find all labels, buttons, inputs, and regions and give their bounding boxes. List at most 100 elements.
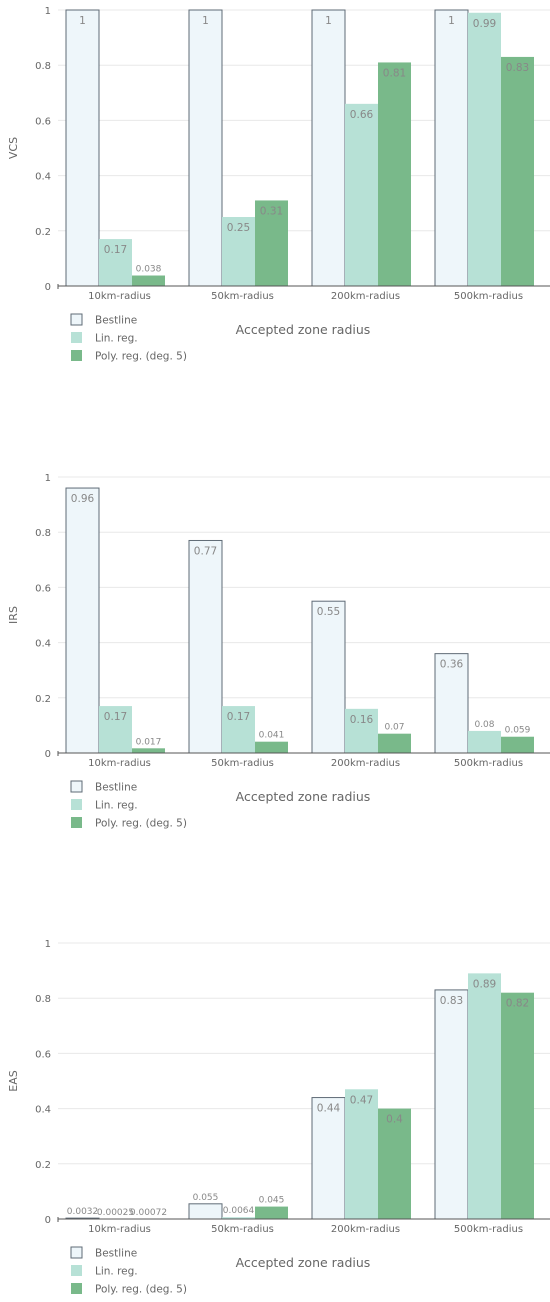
bar-bestline-2 xyxy=(189,10,222,286)
bar-poly-reg-deg-5--4 xyxy=(501,57,534,286)
data-label: 1 xyxy=(79,15,86,27)
y-tick-label: 0 xyxy=(45,749,51,760)
legend-label: Lin. reg. xyxy=(95,800,138,812)
data-label: 0.96 xyxy=(71,493,95,505)
y-tick-label: 0.8 xyxy=(35,528,51,539)
y-axis-label: EAS xyxy=(7,1070,20,1091)
y-tick-label: 0.2 xyxy=(35,1160,51,1171)
data-label: 0.83 xyxy=(506,62,529,74)
data-label: 0.47 xyxy=(350,1094,373,1106)
y-tick-label: 0.2 xyxy=(35,227,51,238)
x-tick-label: 500km-radius xyxy=(454,291,523,302)
data-label: 0.055 xyxy=(193,1193,219,1203)
data-label: 0.89 xyxy=(473,978,496,990)
chart-panel-irs: 0 0.2 0.4 0.6 0.8 1 IRS 0.96 0.17 0.017 10km-radiu… xyxy=(7,473,550,830)
legend-swatch xyxy=(71,1247,82,1258)
bar-bestline-3 xyxy=(312,10,345,286)
bar-bestline-2 xyxy=(189,1204,222,1219)
x-tick-label: 50km-radius xyxy=(211,758,274,769)
x-tick-label: 500km-radius xyxy=(454,758,523,769)
y-tick-label: 0.4 xyxy=(35,639,51,650)
data-label: 0.17 xyxy=(104,244,127,256)
y-tick-label: 1 xyxy=(45,473,51,484)
y-tick-label: 1 xyxy=(45,939,51,950)
legend-swatch xyxy=(71,781,82,792)
legend-label: Poly. reg. (deg. 5) xyxy=(95,818,187,830)
data-label: 0.36 xyxy=(440,659,464,671)
data-label: 0.017 xyxy=(136,737,162,747)
bar-poly-reg-deg-5--3 xyxy=(378,734,411,753)
bar-poly-reg-deg-5--3 xyxy=(378,62,411,286)
legend-swatch xyxy=(71,799,82,810)
data-label: 0.059 xyxy=(505,726,531,736)
legend-swatch xyxy=(71,817,82,828)
legend-swatch xyxy=(71,350,82,361)
y-axis-label: VCS xyxy=(7,137,20,159)
data-label: 1 xyxy=(325,15,332,27)
bar-poly-reg-deg-5--4 xyxy=(501,737,534,753)
data-label: 0.31 xyxy=(260,205,283,217)
bar-bestline-3 xyxy=(312,601,345,753)
legend-label: Bestline xyxy=(95,782,137,794)
bar-bestline-1 xyxy=(66,488,99,753)
legend-label: Bestline xyxy=(95,315,137,327)
legend-label: Poly. reg. (deg. 5) xyxy=(95,1284,187,1296)
data-label: 0.08 xyxy=(474,720,494,730)
data-label: 1 xyxy=(202,15,209,27)
x-tick-label: 200km-radius xyxy=(331,758,400,769)
y-tick-label: 0.4 xyxy=(35,172,51,183)
data-label: 0.81 xyxy=(383,67,406,79)
y-tick-label: 0.8 xyxy=(35,61,51,72)
data-label: 0.25 xyxy=(227,222,250,234)
bar-lin-reg--4 xyxy=(468,973,501,1219)
x-axis-label: Accepted zone radius xyxy=(236,789,371,804)
legend-swatch xyxy=(71,314,82,325)
bar-poly-reg-deg-5--2 xyxy=(255,742,288,753)
bar-lin-reg--3 xyxy=(345,104,378,286)
x-tick-label: 200km-radius xyxy=(331,1224,400,1235)
data-label: 0.17 xyxy=(227,711,250,723)
data-label: 0.0064 xyxy=(223,1206,255,1216)
bar-poly-reg-deg-5--4 xyxy=(501,993,534,1219)
x-tick-label: 200km-radius xyxy=(331,291,400,302)
data-label: 0.0032 xyxy=(67,1207,99,1217)
legend-label: Bestline xyxy=(95,1248,137,1260)
data-label: 0.4 xyxy=(386,1114,403,1126)
data-label: 0.00025 xyxy=(97,1208,134,1218)
data-label: 0.045 xyxy=(259,1196,285,1206)
data-label: 0.66 xyxy=(350,109,374,121)
bar-lin-reg--4 xyxy=(468,13,501,286)
bar-bestline-4 xyxy=(435,10,468,286)
bar-bestline-3 xyxy=(312,1098,345,1219)
x-tick-label: 10km-radius xyxy=(88,758,151,769)
bar-poly-reg-deg-5--2 xyxy=(255,1207,288,1219)
x-tick-label: 10km-radius xyxy=(88,291,151,302)
legend-label: Lin. reg. xyxy=(95,1266,138,1278)
data-label: 0.07 xyxy=(384,723,404,733)
y-tick-label: 0.6 xyxy=(35,1049,51,1060)
y-tick-label: 0 xyxy=(45,282,51,293)
data-label: 0.55 xyxy=(317,606,340,618)
y-tick-label: 1 xyxy=(45,6,51,17)
y-axis-label: IRS xyxy=(7,606,20,624)
data-label: 0.83 xyxy=(440,995,463,1007)
bar-bestline-2 xyxy=(189,540,222,753)
data-label: 0.44 xyxy=(317,1103,341,1115)
legend-swatch xyxy=(71,332,82,343)
legend-swatch xyxy=(71,1265,82,1276)
data-label: 0.16 xyxy=(350,714,374,726)
data-label: 0.77 xyxy=(194,545,217,557)
bar-poly-reg-deg-5--1 xyxy=(132,748,165,753)
legend-swatch xyxy=(71,1283,82,1294)
y-tick-label: 0.6 xyxy=(35,583,51,594)
chart-panel-vcs: 00.20.40.60.81VCS10.170.03810km-radius10… xyxy=(7,6,550,363)
data-label: 0.17 xyxy=(104,711,127,723)
bar-poly-reg-deg-5--1 xyxy=(132,276,165,286)
data-label: 0.041 xyxy=(259,731,285,741)
chart-panel-eas: 00.20.40.60.81EAS0.00320.000250.0007210k… xyxy=(7,939,550,1296)
x-tick-label: 50km-radius xyxy=(211,1224,274,1235)
bar-bestline-4 xyxy=(435,990,468,1219)
y-tick-label: 0.2 xyxy=(35,694,51,705)
